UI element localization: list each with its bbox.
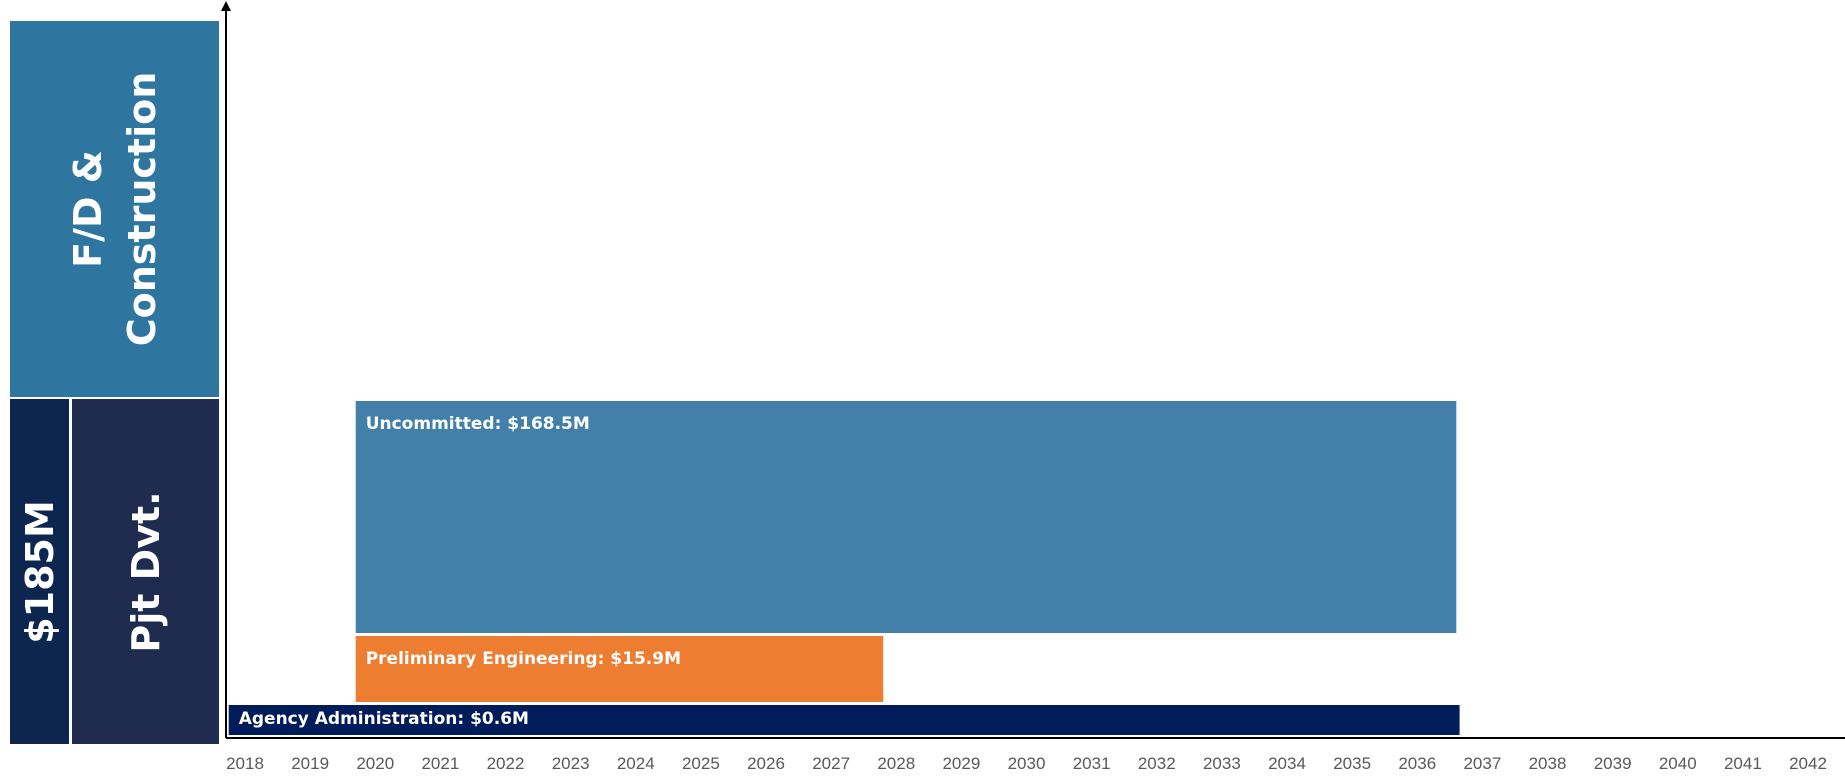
fd-construction-block: F/D & Construction — [10, 21, 219, 397]
x-tick-labels: 2018 2019 2020 2021 2022 2023 2024 2025 2026 2027… — [226, 754, 1827, 773]
x-tick-label: 2021 — [421, 754, 459, 773]
y-axis-arrow-icon — [221, 1, 231, 11]
x-tick-label: 2022 — [487, 754, 525, 773]
x-tick-label: 2032 — [1138, 754, 1176, 773]
x-tick-label: 2029 — [942, 754, 980, 773]
x-tick-label: 2024 — [617, 754, 655, 773]
x-tick-label: 2036 — [1398, 754, 1436, 773]
x-tick-label: 2035 — [1333, 754, 1371, 773]
x-tick-label: 2027 — [812, 754, 850, 773]
x-tick-label: 2026 — [747, 754, 785, 773]
bar-agency — [228, 705, 1460, 735]
bar-label-uncommitted: Uncommitted: $168.5M — [366, 414, 590, 434]
bar-preliminary — [355, 636, 884, 702]
x-tick-label: 2042 — [1789, 754, 1827, 773]
x-tick-label: 2031 — [1073, 754, 1111, 773]
x-tick-label: 2033 — [1203, 754, 1241, 773]
pjt-dvt-block: Pjt Dvt. — [72, 399, 219, 744]
x-tick-label: 2038 — [1529, 754, 1567, 773]
x-tick-label: 2023 — [552, 754, 590, 773]
x-tick-label: 2041 — [1724, 754, 1762, 773]
x-tick-label: 2040 — [1659, 754, 1697, 773]
x-tick-label: 2039 — [1594, 754, 1632, 773]
bar-uncommitted — [355, 401, 1457, 633]
x-tick-label: 2028 — [877, 754, 915, 773]
x-tick-label: 2018 — [226, 754, 264, 773]
bar-label-preliminary: Preliminary Engineering: $15.9M — [366, 649, 681, 669]
x-tick-label: 2025 — [682, 754, 720, 773]
x-tick-label: 2030 — [1008, 754, 1046, 773]
x-tick-label: 2020 — [356, 754, 394, 773]
total-budget-block: $185M — [10, 399, 69, 744]
x-tick-label: 2037 — [1463, 754, 1501, 773]
x-tick-label: 2019 — [291, 754, 329, 773]
x-tick-label: 2034 — [1268, 754, 1306, 773]
axis-layer — [221, 1, 1845, 739]
bar-label-agency: Agency Administration: $0.6M — [239, 709, 529, 729]
bars-layer: Uncommitted: $168.5M Preliminary Engineer… — [228, 401, 1460, 735]
